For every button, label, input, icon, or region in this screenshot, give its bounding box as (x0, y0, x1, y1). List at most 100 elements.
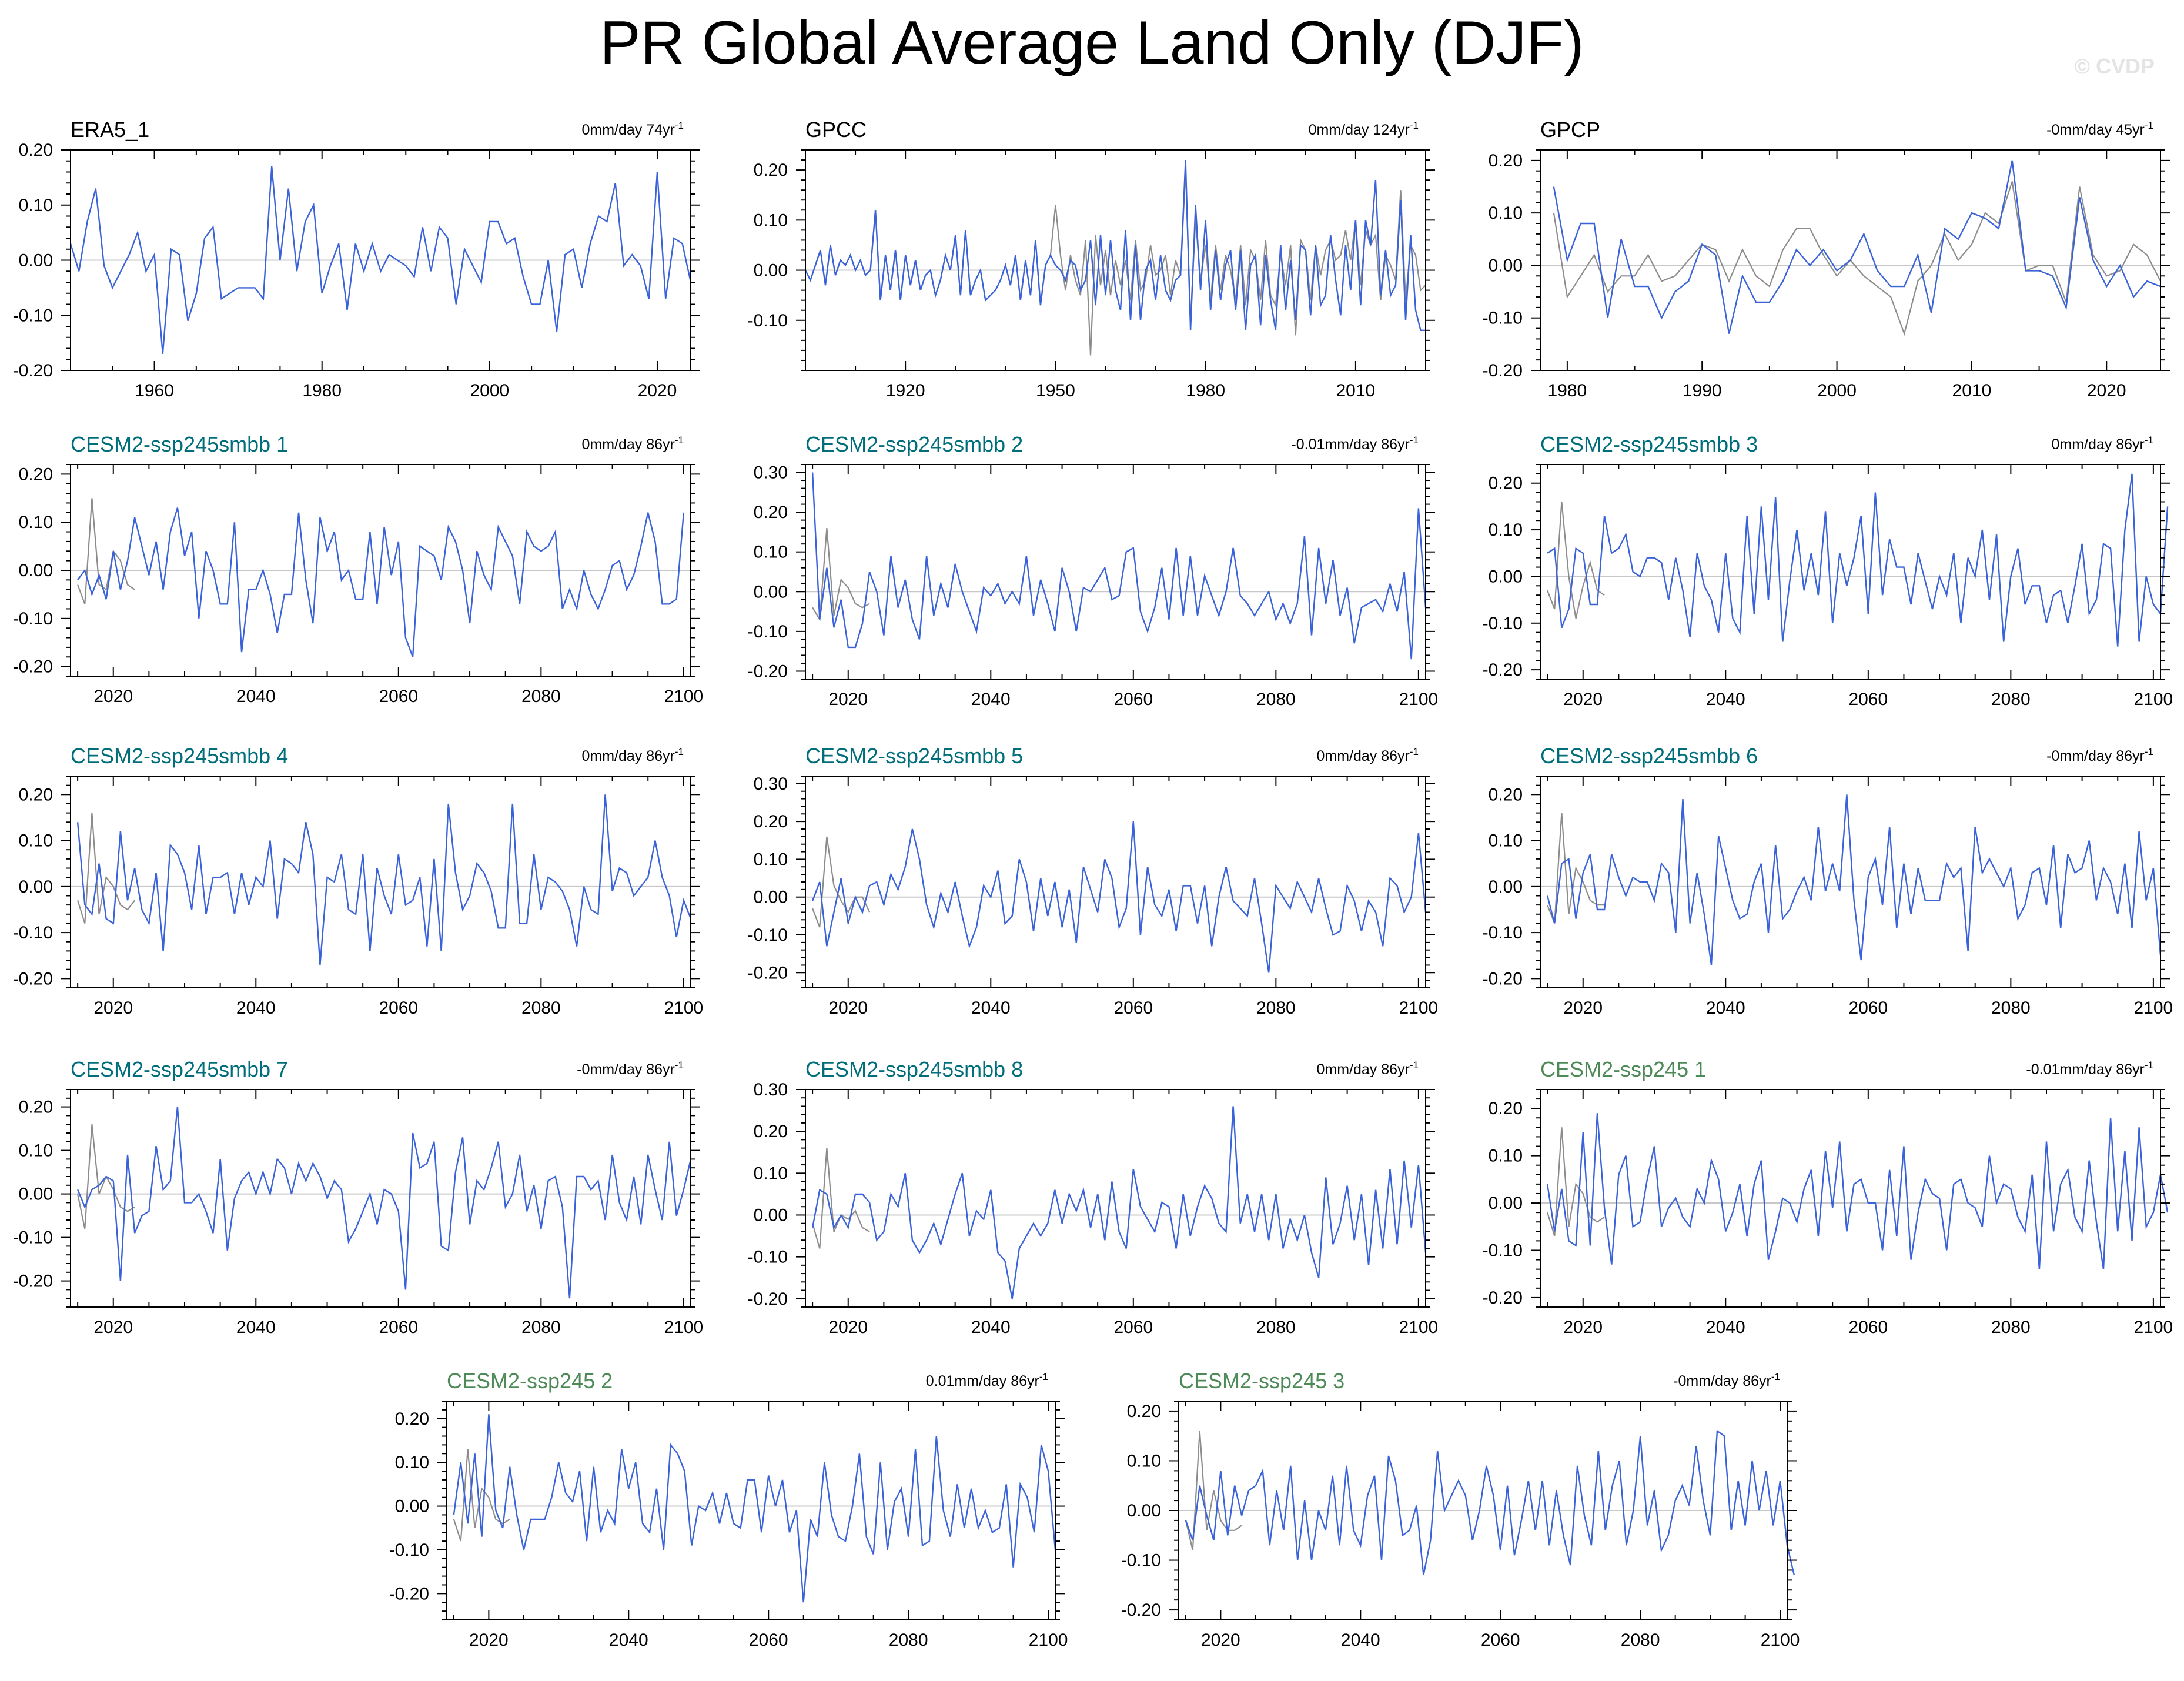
y-tick-label: -0.10 (13, 306, 53, 325)
x-tick-label: 2020 (469, 1630, 509, 1650)
panel-title: CESM2-ssp245smbb 6 (1540, 744, 1758, 768)
y-tick-label: 0.10 (395, 1453, 429, 1472)
y-tick-label: 0.20 (19, 141, 53, 160)
plot-frame (1540, 1089, 2161, 1308)
panel-trend: -0.01mm/day 86yr-1 (2026, 1060, 2153, 1078)
y-tick-label: -0.10 (748, 925, 788, 945)
series-line (453, 1414, 1056, 1603)
x-tick-label: 2040 (971, 690, 1011, 709)
x-tick-label: 2100 (664, 1318, 703, 1337)
chart-panel-13: CESM2-ssp245 2 0.01mm/day 86yr-1 2020 2040 2… (389, 1369, 1068, 1650)
x-tick-label: 2040 (236, 1318, 276, 1337)
chart-panel-14: CESM2-ssp245 3 -0mm/day 86yr-1 2020 2040 206… (1121, 1369, 1800, 1650)
x-tick-label: 2040 (1341, 1630, 1380, 1650)
panel-title: CESM2-ssp245smbb 1 (71, 432, 288, 456)
chart-panel-11: CESM2-ssp245smbb 8 0mm/day 86yr-1 2020 2040… (748, 1057, 1439, 1337)
y-tick-label: -0.10 (748, 622, 788, 641)
x-tick-label: 2060 (1113, 998, 1153, 1018)
y-tick-label: -0.20 (1483, 660, 1523, 680)
x-tick-label: 2100 (664, 998, 703, 1018)
y-tick-label: -0.20 (13, 969, 53, 988)
series-line (804, 159, 1426, 331)
plot-frame (70, 1089, 691, 1308)
y-tick-label: 0.10 (19, 196, 53, 215)
x-tick-label: 2080 (521, 998, 561, 1018)
y-tick-label: -0.20 (13, 657, 53, 677)
chart-panel-12: CESM2-ssp245 1 -0.01mm/day 86yr-1 2020 2040… (1483, 1057, 2173, 1337)
x-tick-label: 2080 (1991, 1318, 2031, 1337)
x-tick-label: 2040 (1706, 690, 1745, 709)
x-tick-label: 2060 (1848, 690, 1888, 709)
series-line (811, 1106, 1427, 1299)
x-tick-label: 2080 (1991, 690, 2031, 709)
y-tick-label: 0.10 (1489, 203, 1523, 223)
chart-panel-5: CESM2-ssp245smbb 2 -0.01mm/day 86yr-1 2020… (748, 432, 1439, 709)
x-tick-label: 1980 (1547, 381, 1587, 400)
x-tick-label: 2020 (1201, 1630, 1240, 1650)
trend-exponent: -1 (1771, 1371, 1780, 1382)
plot-frame (70, 776, 691, 988)
y-tick-label: -0.10 (389, 1540, 429, 1560)
y-tick-label: 0.00 (19, 251, 53, 270)
x-tick-label: 2020 (638, 381, 677, 400)
x-tick-label: 2080 (1991, 998, 2031, 1018)
panel-title: CESM2-ssp245smbb 7 (71, 1057, 288, 1081)
y-tick-label: 0.20 (19, 785, 53, 804)
y-tick-label: -0.20 (13, 361, 53, 380)
y-tick-label: -0.10 (1121, 1551, 1161, 1570)
y-tick-label: 0.00 (754, 582, 788, 601)
trend-exponent: -1 (2145, 1060, 2153, 1071)
x-tick-label: 2040 (971, 998, 1011, 1018)
x-tick-label: 2020 (2087, 381, 2126, 400)
plot-frame (805, 776, 1426, 988)
x-tick-label: 1950 (1036, 381, 1075, 400)
y-tick-label: -0.10 (1483, 614, 1523, 633)
y-tick-label: 0.10 (19, 513, 53, 532)
x-tick-label: 2020 (828, 1318, 868, 1337)
panel-title: CESM2-ssp245 1 (1540, 1057, 1706, 1081)
x-tick-label: 2060 (379, 998, 418, 1018)
series-line (76, 794, 692, 965)
x-tick-label: 2010 (1336, 381, 1376, 400)
panel-title: CESM2-ssp245smbb 2 (805, 432, 1023, 456)
panel-title: ERA5_1 (71, 118, 149, 142)
panel-trend: 0.01mm/day 86yr-1 (926, 1371, 1048, 1389)
x-tick-label: 2080 (1621, 1630, 1660, 1650)
y-tick-label: -0.10 (13, 1228, 53, 1248)
x-tick-label: 2080 (1256, 690, 1296, 709)
y-tick-label: 0.00 (19, 561, 53, 580)
chart-panel-4: CESM2-ssp245smbb 1 0mm/day 86yr-1 2020 2040… (13, 432, 704, 706)
y-tick-label: 0.10 (19, 1141, 53, 1161)
series-line (1546, 794, 2162, 965)
panel-title: CESM2-ssp245smbb 3 (1540, 432, 1758, 456)
cvdp-watermark: © CVDP (2074, 54, 2155, 78)
x-tick-label: 1960 (135, 381, 174, 400)
x-tick-label: 2080 (521, 687, 561, 706)
series-line (1553, 160, 2161, 334)
panel-trend: -0mm/day 86yr-1 (2046, 746, 2153, 764)
trend-exponent: -1 (675, 120, 684, 131)
y-tick-label: 0.20 (754, 503, 788, 522)
x-tick-label: 2100 (2133, 998, 2173, 1018)
x-tick-label: 1980 (1186, 381, 1225, 400)
trend-exponent: -1 (2145, 435, 2153, 446)
x-tick-label: 2100 (664, 687, 703, 706)
x-tick-label: 2060 (1848, 1318, 1888, 1337)
y-tick-label: 0.00 (754, 888, 788, 907)
y-tick-label: 0.00 (19, 1185, 53, 1204)
x-tick-label: 2100 (1029, 1630, 1068, 1650)
trend-exponent: -1 (1410, 120, 1419, 131)
y-tick-label: 0.10 (754, 1164, 788, 1183)
y-tick-label: -0.10 (1483, 309, 1523, 328)
page-title: PR Global Average Land Only (DJF) (600, 9, 1584, 77)
x-tick-label: 2020 (828, 690, 868, 709)
y-tick-label: 0.00 (1489, 256, 1523, 275)
y-tick-label: 0.20 (754, 1122, 788, 1141)
trend-exponent: -1 (2145, 120, 2153, 131)
plot-frame (1540, 464, 2161, 680)
y-tick-label: -0.10 (748, 311, 788, 330)
y-tick-label: -0.10 (13, 609, 53, 629)
series-line (811, 472, 1427, 660)
x-tick-label: 2080 (521, 1318, 561, 1337)
y-tick-label: -0.20 (389, 1584, 429, 1603)
